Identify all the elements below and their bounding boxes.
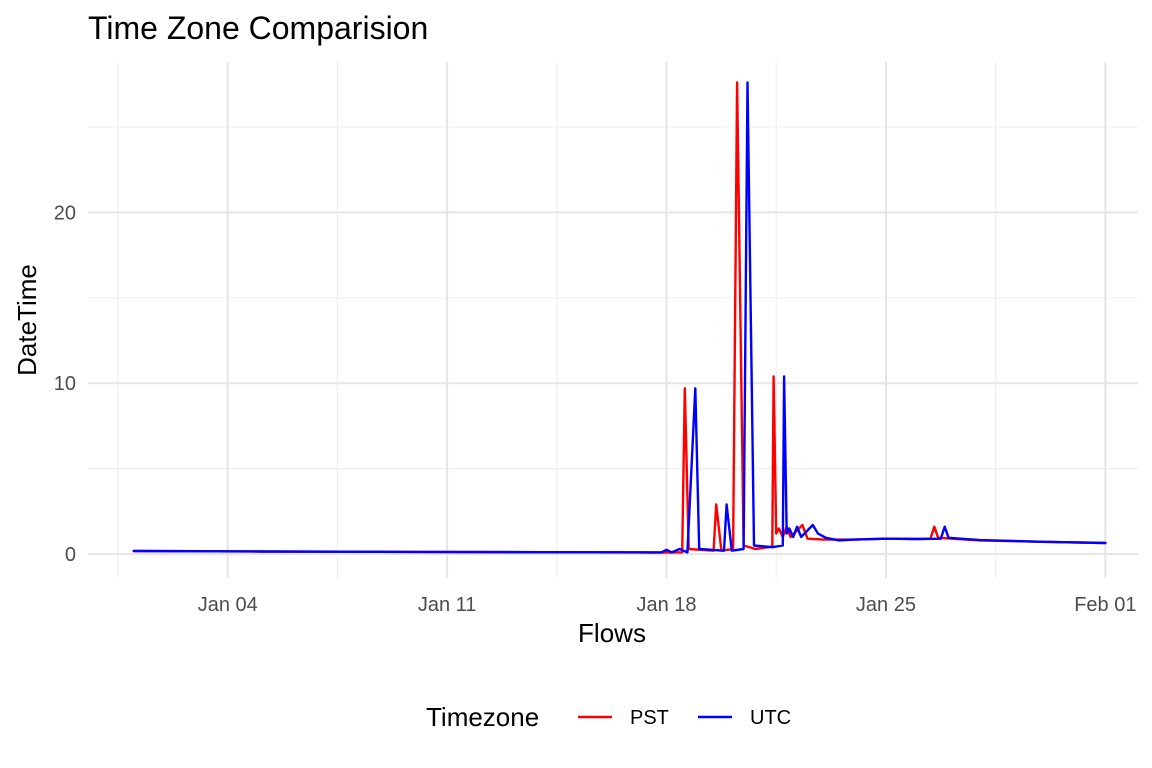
- legend-label-utc: UTC: [750, 707, 791, 729]
- x-tick-label: Jan 18: [637, 594, 697, 616]
- series-line-utc: [132, 81, 1107, 554]
- x-axis-title: Flows: [578, 618, 646, 648]
- y-tick-label: 20: [54, 202, 76, 224]
- x-tick-label: Jan 11: [418, 594, 477, 616]
- x-tick-labels: Jan 04 Jan 11 Jan 18 Jan 25 Feb 01: [198, 594, 1137, 616]
- y-tick-label: 0: [65, 544, 76, 566]
- grid-major: [88, 62, 1138, 578]
- series-layer: [132, 81, 1107, 554]
- x-tick-label: Jan 25: [856, 594, 916, 616]
- grid-minor: [88, 62, 1138, 578]
- legend: Timezone PST UTC: [426, 702, 791, 732]
- chart-title: Time Zone Comparision: [88, 10, 428, 46]
- y-tick-label: 10: [54, 373, 76, 395]
- legend-label-pst: PST: [630, 707, 669, 729]
- y-axis-title: DateTime: [12, 264, 42, 376]
- y-tick-labels: 0 10 20: [54, 202, 76, 566]
- x-tick-label: Jan 04: [198, 594, 258, 616]
- legend-title: Timezone: [426, 702, 539, 732]
- x-tick-label: Feb 01: [1074, 594, 1136, 616]
